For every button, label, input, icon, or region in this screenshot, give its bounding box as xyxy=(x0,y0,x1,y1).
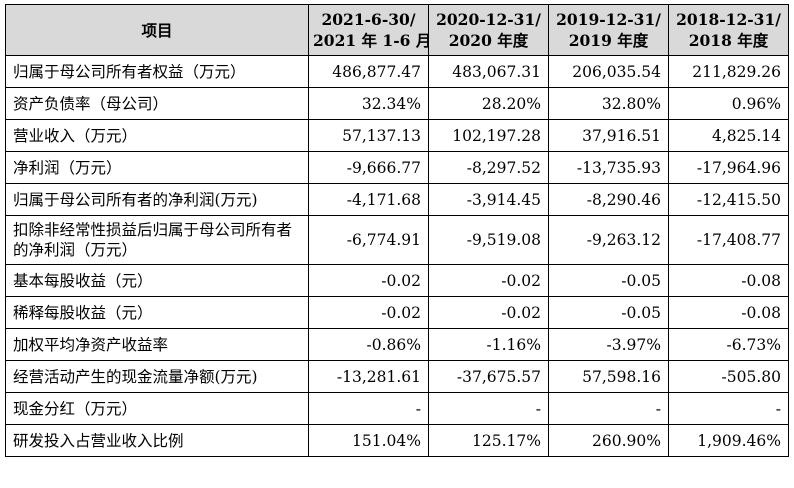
row-label: 归属于母公司所有者的净利润(万元) xyxy=(5,183,309,216)
header-period-line2: 2018 年度 xyxy=(688,31,769,50)
cell-value: -12,415.50 xyxy=(668,183,789,216)
cell-value: 57,598.16 xyxy=(548,360,669,393)
table-row: 经营活动产生的现金流量净额(万元) -13,281.61 -37,675.57 … xyxy=(5,360,789,393)
cell-value: - xyxy=(548,392,669,425)
cell-value: 4,825.14 xyxy=(668,119,789,152)
cell-value: - xyxy=(668,392,789,425)
header-period-line1: 2018-12-31/ xyxy=(676,10,781,29)
cell-value: 1,909.46% xyxy=(668,424,789,457)
cell-value: 32.80% xyxy=(548,87,669,120)
cell-value: 486,877.47 xyxy=(308,55,429,88)
cell-value: -13,735.93 xyxy=(548,151,669,184)
cell-value: -6,774.91 xyxy=(308,215,429,265)
cell-value: 211,829.26 xyxy=(668,55,789,88)
cell-value: -13,281.61 xyxy=(308,360,429,393)
cell-value: -0.08 xyxy=(668,296,789,329)
table-row: 基本每股收益（元） -0.02 -0.02 -0.05 -0.08 xyxy=(5,264,789,297)
financial-data-table: 项目 2021-6-30/ 2021 年 1-6 月 2020-12-31/ 2… xyxy=(5,4,789,457)
cell-value: -9,519.08 xyxy=(428,215,549,265)
table-body: 归属于母公司所有者权益（万元） 486,877.47 483,067.31 20… xyxy=(5,55,789,457)
cell-value: -0.02 xyxy=(308,296,429,329)
row-label: 基本每股收益（元） xyxy=(5,264,309,297)
row-label: 资产负债率（母公司） xyxy=(5,87,309,120)
header-period-2021h1: 2021-6-30/ 2021 年 1-6 月 xyxy=(308,4,429,56)
cell-value: -3.97% xyxy=(548,328,669,361)
cell-value: -8,297.52 xyxy=(428,151,549,184)
cell-value: -9,666.77 xyxy=(308,151,429,184)
cell-value: 28.20% xyxy=(428,87,549,120)
table-row: 归属于母公司所有者权益（万元） 486,877.47 483,067.31 20… xyxy=(5,55,789,88)
table-row: 研发投入占营业收入比例 151.04% 125.17% 260.90% 1,90… xyxy=(5,424,789,457)
header-period-2018: 2018-12-31/ 2018 年度 xyxy=(668,4,789,56)
table-header: 项目 2021-6-30/ 2021 年 1-6 月 2020-12-31/ 2… xyxy=(5,4,789,56)
cell-value: 125.17% xyxy=(428,424,549,457)
cell-value: -0.05 xyxy=(548,296,669,329)
cell-value: -0.08 xyxy=(668,264,789,297)
cell-value: -17,408.77 xyxy=(668,215,789,265)
financial-table-container: 项目 2021-6-30/ 2021 年 1-6 月 2020-12-31/ 2… xyxy=(5,4,789,457)
row-label: 扣除非经常性损益后归属于母公司所有者的净利润（万元） xyxy=(5,215,309,265)
table-row: 稀释每股收益（元） -0.02 -0.02 -0.05 -0.08 xyxy=(5,296,789,329)
cell-value: - xyxy=(308,392,429,425)
row-label: 归属于母公司所有者权益（万元） xyxy=(5,55,309,88)
cell-value: -0.02 xyxy=(428,296,549,329)
cell-value: 151.04% xyxy=(308,424,429,457)
cell-value: -0.86% xyxy=(308,328,429,361)
cell-value: 206,035.54 xyxy=(548,55,669,88)
header-period-line1: 2020-12-31/ xyxy=(436,10,541,29)
header-row: 项目 2021-6-30/ 2021 年 1-6 月 2020-12-31/ 2… xyxy=(5,4,789,56)
cell-value: -17,964.96 xyxy=(668,151,789,184)
row-label: 现金分红（万元） xyxy=(5,392,309,425)
table-row: 现金分红（万元） - - - - xyxy=(5,392,789,425)
cell-value: -0.02 xyxy=(428,264,549,297)
header-period-line1: 2019-12-31/ xyxy=(556,10,661,29)
row-label: 经营活动产生的现金流量净额(万元) xyxy=(5,360,309,393)
cell-value: 102,197.28 xyxy=(428,119,549,152)
cell-value: - xyxy=(428,392,549,425)
cell-value: -505.80 xyxy=(668,360,789,393)
cell-value: -37,675.57 xyxy=(428,360,549,393)
row-label: 营业收入（万元） xyxy=(5,119,309,152)
row-label: 研发投入占营业收入比例 xyxy=(5,424,309,457)
table-row: 资产负债率（母公司） 32.34% 28.20% 32.80% 0.96% xyxy=(5,87,789,120)
cell-value: 32.34% xyxy=(308,87,429,120)
header-period-line2: 2019 年度 xyxy=(568,31,649,50)
row-label: 加权平均净资产收益率 xyxy=(5,328,309,361)
cell-value: -6.73% xyxy=(668,328,789,361)
cell-value: -3,914.45 xyxy=(428,183,549,216)
cell-value: -4,171.68 xyxy=(308,183,429,216)
header-period-2020: 2020-12-31/ 2020 年度 xyxy=(428,4,549,56)
cell-value: 483,067.31 xyxy=(428,55,549,88)
cell-value: -8,290.46 xyxy=(548,183,669,216)
header-period-line1: 2021-6-30/ xyxy=(321,10,416,29)
table-row: 净利润（万元） -9,666.77 -8,297.52 -13,735.93 -… xyxy=(5,151,789,184)
cell-value: 37,916.51 xyxy=(548,119,669,152)
cell-value: -1.16% xyxy=(428,328,549,361)
cell-value: 0.96% xyxy=(668,87,789,120)
table-row: 扣除非经常性损益后归属于母公司所有者的净利润（万元） -6,774.91 -9,… xyxy=(5,215,789,265)
header-period-2019: 2019-12-31/ 2019 年度 xyxy=(548,4,669,56)
cell-value: 260.90% xyxy=(548,424,669,457)
cell-value: -9,263.12 xyxy=(548,215,669,265)
header-period-line2: 2021 年 1-6 月 xyxy=(313,31,429,50)
table-row: 归属于母公司所有者的净利润(万元) -4,171.68 -3,914.45 -8… xyxy=(5,183,789,216)
cell-value: 57,137.13 xyxy=(308,119,429,152)
row-label: 净利润（万元） xyxy=(5,151,309,184)
table-row: 营业收入（万元） 57,137.13 102,197.28 37,916.51 … xyxy=(5,119,789,152)
row-label: 稀释每股收益（元） xyxy=(5,296,309,329)
cell-value: -0.05 xyxy=(548,264,669,297)
header-item: 项目 xyxy=(5,4,309,56)
header-period-line2: 2020 年度 xyxy=(448,31,529,50)
cell-value: -0.02 xyxy=(308,264,429,297)
table-row: 加权平均净资产收益率 -0.86% -1.16% -3.97% -6.73% xyxy=(5,328,789,361)
